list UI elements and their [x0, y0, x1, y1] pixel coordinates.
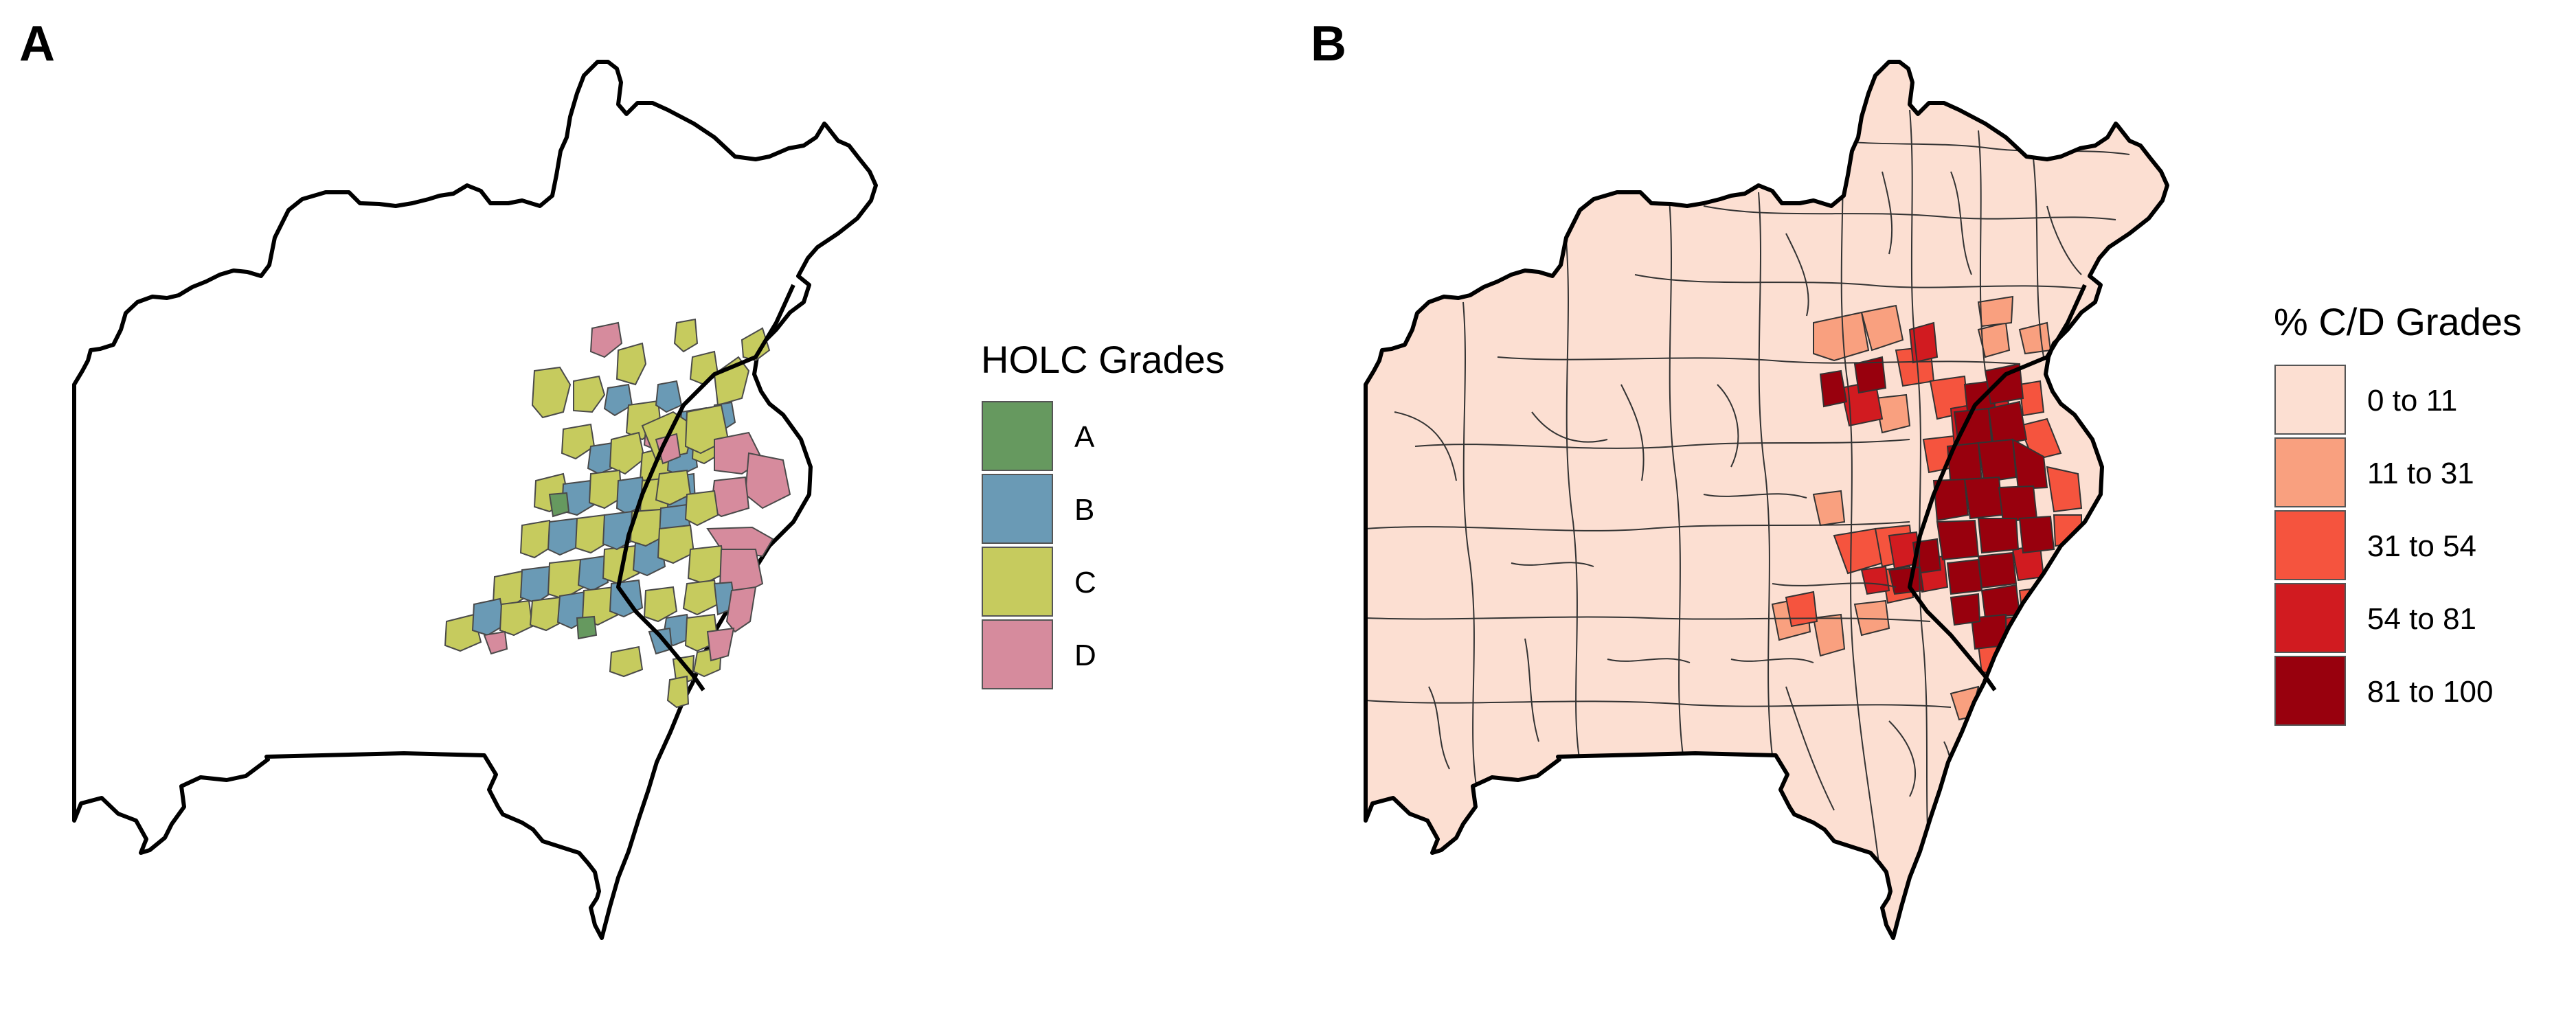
tract-81-100 [1987, 400, 2028, 448]
holc-area-c [684, 490, 719, 527]
tract-81-100 [1853, 356, 1887, 394]
tract-31-54 [2046, 466, 2083, 513]
holc-area-b [577, 555, 609, 592]
legend-a-label: D [1074, 639, 1096, 672]
tract-11-31 [1860, 304, 1904, 352]
tract-11-31 [1812, 490, 1846, 527]
holc-area-c [682, 579, 719, 616]
panel-a: A [19, 16, 1225, 938]
holc-area-c [655, 469, 692, 506]
city-boundary-a [616, 284, 795, 691]
legend-a-label: B [1074, 493, 1094, 527]
panel-label-b: B [1311, 16, 1346, 71]
tract-11-31 [1813, 311, 1870, 362]
holc-area-c [588, 469, 623, 510]
holc-area-c [547, 558, 585, 600]
legend-a-swatch [982, 401, 1053, 471]
holc-area-b [603, 383, 633, 417]
holc-area-b [547, 517, 582, 556]
holc-area-c [673, 318, 699, 353]
legend-b: % C/D Grades 0 to 11 11 to 31 31 to 54 54 t… [2274, 300, 2522, 726]
holc-area-b [587, 442, 616, 475]
holc-area-d [483, 630, 508, 655]
legend-b-label: 81 to 100 [2367, 675, 2494, 709]
tract-81-100 [1888, 566, 1925, 595]
map-a [74, 62, 876, 938]
holc-area-c [529, 596, 565, 632]
holc-area-d [589, 321, 623, 358]
legend-a-label: C [1074, 566, 1096, 599]
tract-11-31 [1812, 613, 1846, 657]
holc-area-c [666, 675, 690, 709]
legend-b-swatch [2274, 510, 2346, 580]
holc-area-c [499, 599, 534, 637]
legend-a: HOLC Grades A B C D [981, 338, 1225, 689]
holc-area-c [444, 613, 482, 652]
holc-area-c [657, 524, 695, 564]
tract-81-100 [1977, 518, 2020, 554]
tract-81-100 [1950, 593, 1981, 626]
holc-area-c [609, 431, 646, 475]
panel-b: B [1311, 16, 2522, 938]
legend-a-swatch [982, 547, 1053, 617]
tract-81-100 [1977, 438, 2018, 483]
holc-area-c [561, 423, 596, 460]
tract-81-100 [1998, 485, 2038, 523]
holc-area-a [576, 615, 598, 640]
holc-area-a [548, 492, 570, 518]
legend-b-label: 54 to 81 [2367, 602, 2476, 636]
holc-area-c [741, 327, 771, 362]
holc-area-b [519, 565, 554, 604]
holc-area-d [725, 586, 757, 633]
holc-area-b [655, 380, 683, 413]
holc-area-d [706, 627, 735, 662]
tract-31-54 [1785, 591, 1818, 628]
legend-b-swatch [2274, 583, 2346, 653]
tract-81-100 [1819, 369, 1848, 408]
legend-b-label: 11 to 31 [2367, 457, 2474, 490]
tract-81-100 [2018, 515, 2055, 554]
county-fill-b [1366, 62, 2167, 938]
legend-a-swatch [982, 474, 1053, 544]
panel-label-a: A [19, 16, 55, 71]
city-boundary-b [1908, 284, 2087, 691]
tract-81-100 [1946, 558, 1983, 595]
legend-b-label: 0 to 11 [2367, 384, 2457, 417]
legend-a-swatch [982, 619, 1053, 689]
tract-81-100 [1980, 584, 2021, 619]
tract-boundaries [1366, 95, 2130, 893]
legend-b-label: 31 to 54 [2367, 529, 2476, 563]
holc-area-c [581, 586, 620, 626]
holc-area-c [687, 545, 726, 585]
tract-11-31 [1977, 295, 2014, 328]
tract-31-54 [2018, 380, 2045, 417]
legend-b-swatch [2274, 656, 2346, 726]
tract-11-31 [1853, 599, 1890, 637]
legend-a-label: A [1074, 420, 1095, 454]
holc-area-c [519, 519, 554, 559]
holc-area-c [573, 375, 606, 413]
holc-area-c [574, 514, 609, 554]
legend-b-title: % C/D Grades [2274, 300, 2522, 343]
legend-b-swatch [2274, 365, 2346, 435]
legend-b-swatch [2274, 437, 2346, 507]
map-b [1366, 62, 2167, 938]
legend-a-title: HOLC Grades [981, 338, 1225, 381]
tract-11-31 [1874, 393, 1911, 434]
tract-81-100 [1932, 478, 1969, 522]
tract-81-100 [2011, 438, 2048, 490]
holc-area-c [615, 342, 647, 386]
tract-54-81 [1860, 565, 1890, 595]
holc-area-c [531, 366, 572, 419]
holc-area-b [471, 597, 506, 637]
holc-area-c [629, 508, 664, 547]
holc-area-c [609, 645, 644, 678]
holc-area-c [643, 586, 678, 623]
tract-81-100 [1936, 519, 1980, 561]
tract-81-100 [1977, 551, 2018, 589]
tract-81-100 [1963, 476, 2004, 520]
